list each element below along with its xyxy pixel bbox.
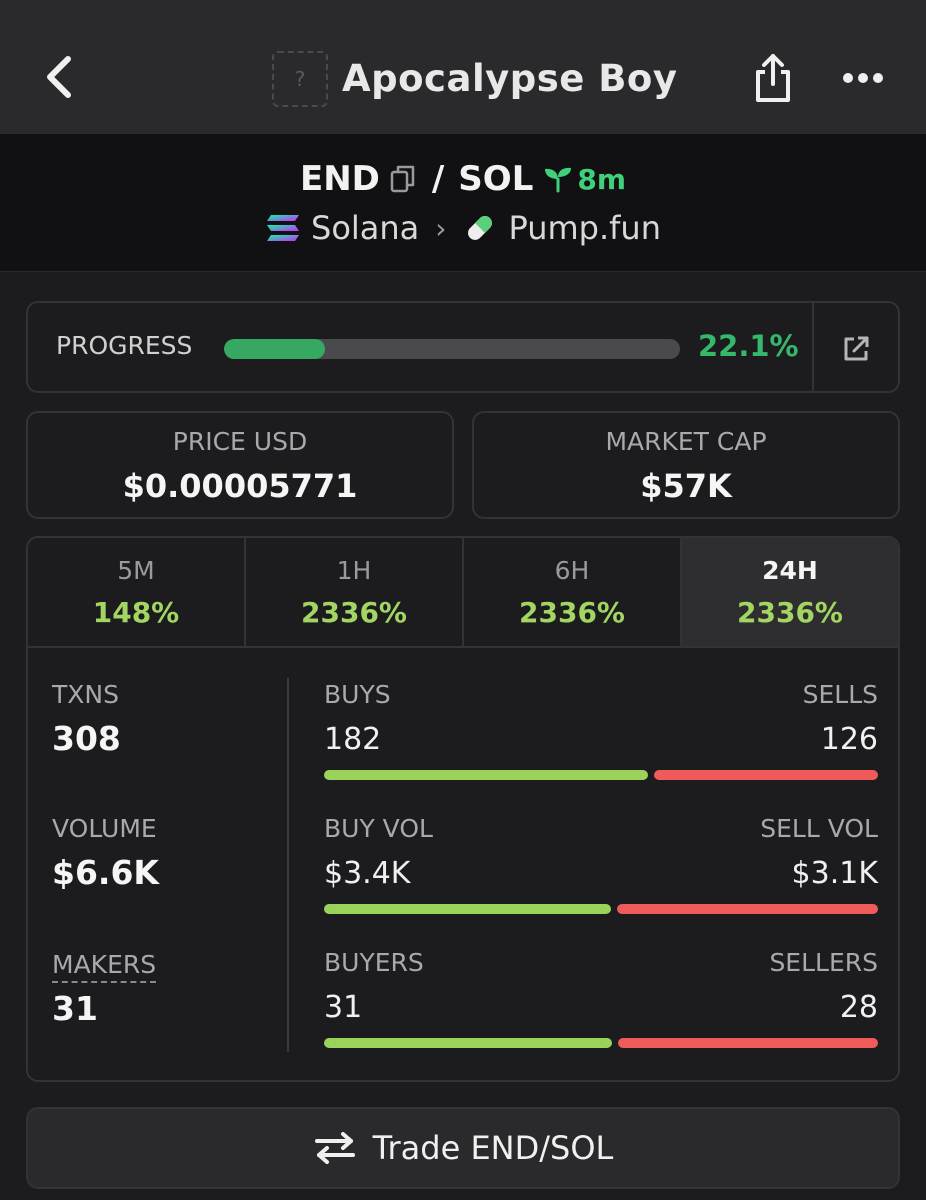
- sellers-label: SELLERS: [769, 948, 878, 977]
- txns-value: 308: [52, 719, 121, 758]
- tab-change: 2336%: [519, 596, 625, 629]
- volume-metric: VOLUME $6.6K: [52, 814, 159, 892]
- trade-button[interactable]: Trade END/SOL: [26, 1107, 900, 1189]
- top-bar: ? Apocalypse Boy: [0, 0, 926, 134]
- tab-6h[interactable]: 6H 2336%: [464, 538, 682, 646]
- share-icon: [756, 54, 790, 102]
- sell-bar-segment: [653, 770, 878, 780]
- price-usd-card: PRICE USD $0.00005771: [26, 411, 454, 519]
- buy-bar-segment: [324, 1038, 612, 1048]
- pair-row: END / SOL 8m: [0, 156, 926, 202]
- buys-label: BUYS: [324, 680, 391, 709]
- buyers-sellers-row: BUYERS SELLERS 31 28: [324, 948, 878, 1048]
- pair-age-text: 8m: [577, 162, 627, 196]
- trade-button-label: Trade END/SOL: [372, 1129, 614, 1167]
- back-button[interactable]: [34, 52, 84, 102]
- buys-sells-bar: [324, 770, 878, 780]
- buys-sells-row: BUYS SELLS 182 126: [324, 680, 878, 780]
- volume-split-row: BUY VOL SELL VOL $3.4K $3.1K: [324, 814, 878, 914]
- price-value: $0.00005771: [122, 467, 358, 505]
- breadcrumb: Solana › Pump.fun: [0, 206, 926, 250]
- pair-separator: /: [431, 159, 445, 199]
- txns-metric: TXNS 308: [52, 680, 121, 758]
- timeframe-tabs: 5M 148% 1H 2336% 6H 2336% 24H 2336%: [28, 538, 898, 648]
- bonding-progress-card: PROGRESS 22.1%: [26, 301, 900, 393]
- makers-metric: MAKERS 31: [52, 950, 157, 1028]
- market-cap-value: $57K: [640, 467, 732, 505]
- pair-header: END / SOL 8m: [0, 134, 926, 272]
- buys-value: 182: [324, 722, 382, 757]
- tab-change: 2336%: [737, 596, 843, 629]
- buyers-value: 31: [324, 990, 363, 1025]
- market-cap-card: MARKET CAP $57K: [472, 411, 900, 519]
- txns-label: TXNS: [52, 680, 119, 709]
- sell-vol-value: $3.1K: [791, 856, 878, 891]
- pill-icon: [468, 216, 493, 240]
- tab-change: 2336%: [301, 596, 407, 629]
- buy-vol-label: BUY VOL: [324, 814, 433, 843]
- progress-label: PROGRESS: [56, 331, 193, 360]
- price-label: PRICE USD: [172, 427, 308, 456]
- column-divider: [287, 678, 289, 1052]
- external-link-icon: [844, 336, 869, 361]
- tab-label: 5M: [117, 556, 155, 585]
- dex-link[interactable]: Pump.fun: [508, 209, 661, 247]
- copy-icon[interactable]: [390, 164, 418, 194]
- chain-link[interactable]: Solana: [311, 209, 420, 247]
- swap-arrows-icon: [314, 1132, 355, 1164]
- buy-vol-value: $3.4K: [324, 856, 411, 891]
- solana-logo-icon: [267, 215, 299, 241]
- tab-label: 6H: [554, 556, 590, 585]
- market-cap-label: MARKET CAP: [605, 427, 767, 456]
- volume-label: VOLUME: [52, 814, 157, 843]
- tab-label: 24H: [762, 556, 818, 585]
- divider: [812, 303, 814, 391]
- base-token-symbol: END: [299, 159, 380, 199]
- sell-bar-segment: [617, 1038, 878, 1048]
- question-mark-icon: ?: [294, 67, 306, 91]
- page-title: Apocalypse Boy: [342, 57, 678, 100]
- tab-24h[interactable]: 24H 2336%: [682, 538, 898, 646]
- makers-label[interactable]: MAKERS: [52, 950, 157, 983]
- buy-bar-segment: [324, 770, 648, 780]
- token-image-placeholder: ?: [272, 51, 328, 107]
- external-link-button[interactable]: [836, 329, 876, 369]
- volume-value: $6.6K: [52, 853, 159, 892]
- buyers-label: BUYERS: [324, 948, 424, 977]
- chevron-left-icon: [47, 56, 71, 98]
- share-button[interactable]: [748, 48, 798, 108]
- buyers-sellers-bar: [324, 1038, 878, 1048]
- volume-split-bar: [324, 904, 878, 914]
- sells-label: SELLS: [802, 680, 878, 709]
- sells-value: 126: [820, 722, 878, 757]
- tab-1h[interactable]: 1H 2336%: [246, 538, 464, 646]
- makers-value: 31: [52, 989, 98, 1028]
- stats-panel: 5M 148% 1H 2336% 6H 2336% 24H 2336% TXNS…: [26, 536, 900, 1082]
- sell-bar-segment: [616, 904, 878, 914]
- tab-5m[interactable]: 5M 148%: [28, 538, 246, 646]
- sell-vol-label: SELL VOL: [760, 814, 878, 843]
- ellipsis-icon: [843, 73, 883, 83]
- sellers-value: 28: [839, 990, 878, 1025]
- pair-age: 8m: [543, 163, 626, 196]
- sprout-icon: [545, 167, 572, 193]
- progress-percent: 22.1%: [698, 329, 799, 363]
- buy-bar-segment: [324, 904, 611, 914]
- tab-label: 1H: [336, 556, 372, 585]
- more-options-button[interactable]: [838, 58, 888, 98]
- quote-token-symbol: SOL: [458, 159, 534, 199]
- chevron-right-icon: ›: [435, 211, 447, 245]
- progress-bar-fill: [224, 339, 325, 359]
- progress-bar: [224, 339, 680, 359]
- tab-change: 148%: [92, 596, 180, 629]
